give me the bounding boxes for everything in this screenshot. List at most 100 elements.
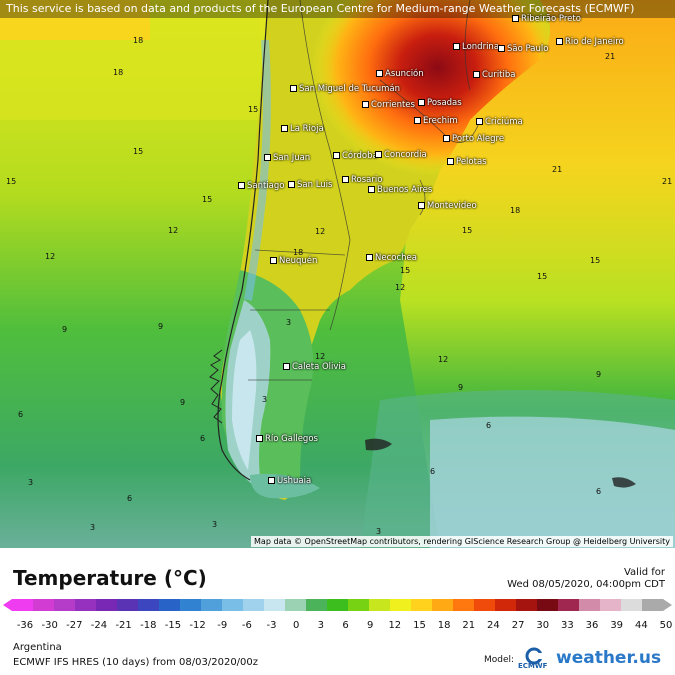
city-label[interactable]: Córdoba <box>333 151 378 161</box>
city-label[interactable]: San Juan <box>264 153 310 163</box>
city-label[interactable]: Londrina <box>453 42 499 52</box>
isoline-label: 12 <box>315 227 326 236</box>
scale-tick-label: 15 <box>413 620 426 631</box>
city-marker <box>418 99 425 106</box>
city-marker <box>366 254 373 261</box>
city-label[interactable]: Corrientes <box>362 100 415 110</box>
city-label[interactable]: Río Gallegos <box>256 434 318 444</box>
city-marker <box>368 186 375 193</box>
city-label[interactable]: Rio de Janeiro <box>556 37 624 47</box>
scale-tick-label: 9 <box>367 620 373 631</box>
brand-logo[interactable]: weather.us <box>556 648 662 668</box>
city-marker <box>556 38 563 45</box>
isoline-label: 18 <box>293 248 304 257</box>
scale-tick-label: 21 <box>462 620 475 631</box>
city-label[interactable]: Buenos Aires <box>368 185 432 195</box>
city-label[interactable]: La Rioja <box>281 124 324 134</box>
city-label[interactable]: San Luis <box>288 180 332 190</box>
city-label[interactable]: Caleta Olivia <box>283 362 346 372</box>
isoline-label: 3 <box>28 478 34 487</box>
ecmwf-logo-icon <box>525 647 544 665</box>
city-label[interactable]: Posadas <box>418 98 462 108</box>
region-label: Argentina <box>13 642 62 653</box>
legend-title: Temperature (°C) <box>13 566 207 590</box>
scale-tick-label: 0 <box>293 620 299 631</box>
city-label[interactable]: Concordia <box>375 150 427 160</box>
scale-swatch <box>96 599 118 611</box>
scale-swatch <box>558 599 580 611</box>
scale-swatch <box>390 599 412 611</box>
city-label[interactable]: San Miguel de Tucumán <box>290 84 400 94</box>
city-label[interactable]: Santiago <box>238 181 285 191</box>
isoline-label: 3 <box>262 395 268 404</box>
city-marker <box>256 435 263 442</box>
scale-swatch <box>474 599 496 611</box>
isoline-label: 15 <box>248 105 259 114</box>
scale-arrow-right <box>663 599 672 611</box>
city-marker <box>443 135 450 142</box>
scale-tick-label: -3 <box>267 620 277 631</box>
scale-swatch <box>243 599 265 611</box>
temperature-map[interactable]: This service is based on data and produc… <box>0 0 675 548</box>
scale-tick-label: 3 <box>318 620 324 631</box>
scale-tick-label: -15 <box>165 620 181 631</box>
isoline-label: 12 <box>438 355 449 364</box>
city-label[interactable]: Rosario <box>342 175 382 185</box>
scale-tick-label: 18 <box>438 620 451 631</box>
city-label[interactable]: Ribeirão Preto <box>512 14 581 24</box>
scale-swatch <box>642 599 664 611</box>
city-marker <box>362 101 369 108</box>
city-label[interactable]: Pelotas <box>447 157 487 167</box>
map-canvas <box>0 0 675 548</box>
city-label[interactable]: Asunción <box>376 69 424 79</box>
scale-tick-label: 6 <box>342 620 348 631</box>
city-label[interactable]: Neuquén <box>270 256 317 266</box>
city-marker <box>238 182 245 189</box>
city-marker <box>498 45 505 52</box>
isoline-label: 9 <box>62 325 68 334</box>
scale-tick-label: -27 <box>66 620 82 631</box>
scale-swatch <box>369 599 391 611</box>
scale-tick-label: 24 <box>487 620 500 631</box>
scale-tick-label: -18 <box>140 620 156 631</box>
isoline-label: 6 <box>127 494 133 503</box>
city-label[interactable]: Curitiba <box>473 70 515 80</box>
isoline-label: 12 <box>315 352 326 361</box>
city-label[interactable]: Montevideo <box>418 201 477 211</box>
isoline-label: 18 <box>510 206 521 215</box>
city-marker <box>376 70 383 77</box>
city-marker <box>414 117 421 124</box>
city-label[interactable]: Necochea <box>366 253 417 263</box>
city-label[interactable]: Criciúma <box>476 117 523 127</box>
city-label[interactable]: Porto Alegre <box>443 134 504 144</box>
map-attribution[interactable]: Map data © OpenStreetMap contributors, r… <box>251 536 673 547</box>
scale-tick-label: 44 <box>635 620 648 631</box>
isoline-label: 18 <box>113 68 124 77</box>
isoline-label: 6 <box>486 421 492 430</box>
scale-tick-label: 39 <box>610 620 623 631</box>
scale-tick-label: -30 <box>41 620 57 631</box>
city-marker <box>473 71 480 78</box>
model-run: ECMWF IFS HRES (10 days) from 08/03/2020… <box>13 657 259 668</box>
scale-swatch <box>264 599 286 611</box>
isoline-label: 3 <box>212 520 218 529</box>
isoline-label: 3 <box>90 523 96 532</box>
isoline-label: 18 <box>133 36 144 45</box>
city-label[interactable]: Ushuaia <box>268 476 311 486</box>
city-marker <box>288 181 295 188</box>
scale-swatch <box>159 599 181 611</box>
city-marker <box>375 151 382 158</box>
isoline-label: 6 <box>430 467 436 476</box>
city-label[interactable]: São Paulo <box>498 44 548 54</box>
scale-tick-label: -36 <box>17 620 33 631</box>
model-label: Model: <box>484 655 515 665</box>
isoline-label: 15 <box>462 226 473 235</box>
scale-tick-label: -24 <box>91 620 107 631</box>
scale-swatch <box>516 599 538 611</box>
city-marker <box>342 176 349 183</box>
isoline-label: 9 <box>458 383 464 392</box>
scale-swatch <box>180 599 202 611</box>
isoline-label: 15 <box>202 195 213 204</box>
city-label[interactable]: Erechim <box>414 116 458 126</box>
scale-swatch <box>306 599 328 611</box>
